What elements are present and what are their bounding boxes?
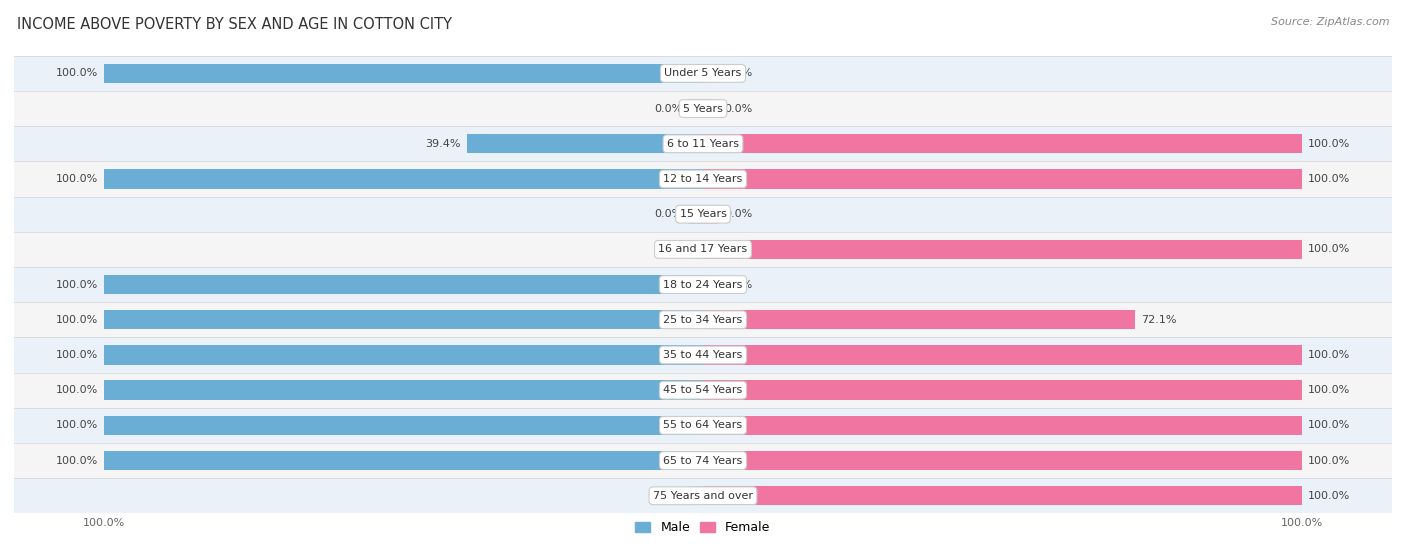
Text: 45 to 54 Years: 45 to 54 Years [664, 385, 742, 395]
Bar [703, 240, 1302, 259]
Text: 100.0%: 100.0% [56, 315, 98, 325]
Bar [104, 64, 703, 83]
Bar [703, 486, 1302, 506]
Legend: Male, Female: Male, Female [630, 516, 776, 539]
Bar [14, 478, 1392, 513]
Bar [104, 275, 703, 294]
Text: 100.0%: 100.0% [56, 280, 98, 290]
Bar [703, 416, 1302, 435]
Bar [703, 169, 1302, 189]
Bar [703, 99, 718, 118]
Bar [467, 134, 703, 153]
Text: 0.0%: 0.0% [654, 491, 682, 501]
Text: 5 Years: 5 Years [683, 104, 723, 114]
Text: INCOME ABOVE POVERTY BY SEX AND AGE IN COTTON CITY: INCOME ABOVE POVERTY BY SEX AND AGE IN C… [17, 17, 451, 32]
Text: 100.0%: 100.0% [1308, 174, 1350, 184]
Text: 100.0%: 100.0% [56, 455, 98, 465]
Text: 0.0%: 0.0% [654, 209, 682, 219]
Text: 0.0%: 0.0% [724, 69, 752, 78]
Bar [703, 134, 1302, 153]
Text: 100.0%: 100.0% [56, 385, 98, 395]
Text: 0.0%: 0.0% [654, 244, 682, 254]
Text: Under 5 Years: Under 5 Years [665, 69, 741, 78]
Bar [688, 240, 703, 259]
Bar [703, 310, 1135, 329]
Bar [14, 373, 1392, 408]
Text: 100.0%: 100.0% [1308, 244, 1350, 254]
Text: 100.0%: 100.0% [1308, 420, 1350, 430]
Bar [14, 443, 1392, 478]
Bar [104, 416, 703, 435]
Text: 39.4%: 39.4% [426, 139, 461, 149]
Text: 18 to 24 Years: 18 to 24 Years [664, 280, 742, 290]
Bar [104, 345, 703, 365]
Text: 100.0%: 100.0% [1308, 350, 1350, 360]
Text: 75 Years and over: 75 Years and over [652, 491, 754, 501]
Text: 16 and 17 Years: 16 and 17 Years [658, 244, 748, 254]
Text: 100.0%: 100.0% [56, 69, 98, 78]
Bar [14, 302, 1392, 338]
Bar [104, 451, 703, 470]
Bar [688, 486, 703, 506]
Bar [104, 310, 703, 329]
Bar [703, 451, 1302, 470]
Bar [703, 64, 718, 83]
Text: 100.0%: 100.0% [1308, 139, 1350, 149]
Text: 0.0%: 0.0% [724, 104, 752, 114]
Text: 0.0%: 0.0% [724, 280, 752, 290]
Text: 55 to 64 Years: 55 to 64 Years [664, 420, 742, 430]
Bar [14, 232, 1392, 267]
Text: 0.0%: 0.0% [654, 104, 682, 114]
Text: 6 to 11 Years: 6 to 11 Years [666, 139, 740, 149]
Text: 25 to 34 Years: 25 to 34 Years [664, 315, 742, 325]
Bar [703, 204, 718, 224]
Bar [703, 345, 1302, 365]
Text: 12 to 14 Years: 12 to 14 Years [664, 174, 742, 184]
Bar [104, 169, 703, 189]
Bar [14, 56, 1392, 91]
Bar [14, 126, 1392, 161]
Bar [14, 196, 1392, 232]
Text: 15 Years: 15 Years [679, 209, 727, 219]
Bar [104, 381, 703, 400]
Text: 0.0%: 0.0% [724, 209, 752, 219]
Text: 100.0%: 100.0% [1308, 455, 1350, 465]
Bar [14, 267, 1392, 302]
Text: 72.1%: 72.1% [1140, 315, 1177, 325]
Bar [14, 91, 1392, 126]
Text: 35 to 44 Years: 35 to 44 Years [664, 350, 742, 360]
Bar [703, 275, 718, 294]
Bar [14, 408, 1392, 443]
Text: 100.0%: 100.0% [1308, 385, 1350, 395]
Bar [688, 204, 703, 224]
Text: 100.0%: 100.0% [56, 420, 98, 430]
Text: 100.0%: 100.0% [1308, 491, 1350, 501]
Text: Source: ZipAtlas.com: Source: ZipAtlas.com [1271, 17, 1389, 27]
Bar [703, 381, 1302, 400]
Text: 100.0%: 100.0% [56, 174, 98, 184]
Bar [688, 99, 703, 118]
Bar [14, 161, 1392, 196]
Bar [14, 338, 1392, 373]
Text: 100.0%: 100.0% [56, 350, 98, 360]
Text: 65 to 74 Years: 65 to 74 Years [664, 455, 742, 465]
